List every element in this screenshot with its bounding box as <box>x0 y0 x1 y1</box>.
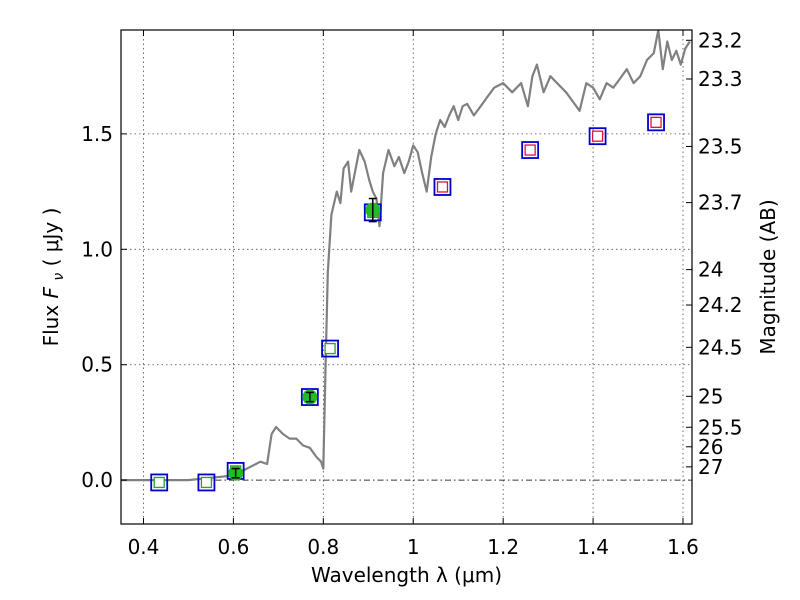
x-tick-label: 1.6 <box>667 535 699 559</box>
y-axis-label-suffix: ( μJy ) <box>39 208 63 267</box>
y-tick-label: 0.5 <box>81 353 113 377</box>
plot-frame <box>120 29 693 525</box>
y-tick-label: 1.5 <box>81 122 113 146</box>
spectrum-line <box>121 30 691 482</box>
magnitude-tick-label: 24.5 <box>698 335 743 359</box>
y-tick-label: 0.0 <box>81 468 113 492</box>
x-tick-label: 1.4 <box>577 535 609 559</box>
axes: 0.4 0.6 0.8 1 1.2 1.4 1.6 0.0 0.5 1.0 1.5 23.2 23.3 2… <box>81 28 742 559</box>
magnitude-tick-label: 24.2 <box>698 293 743 317</box>
x-axis-label: Wavelength λ (μm) <box>311 563 502 587</box>
x-tick-label: 0.4 <box>128 535 160 559</box>
magnitude-tick-label: 27 <box>698 455 723 479</box>
x-tick-label: 0.8 <box>307 535 339 559</box>
grid-lines <box>121 30 692 524</box>
plot-content <box>121 30 692 492</box>
magnitude-tick-label: 23.5 <box>698 134 743 158</box>
x-tick-label: 1 <box>407 535 420 559</box>
magnitude-tick-label: 25 <box>698 384 723 408</box>
magnitude-axis-label: Magnitude (AB) <box>756 199 780 354</box>
x-tick-label: 0.6 <box>217 535 249 559</box>
y-axis-label-subscript: ν <box>51 273 67 281</box>
y-tick-label: 1.0 <box>81 237 113 261</box>
model-photometry-inner-square <box>200 476 213 489</box>
x-tick-label: 1.2 <box>487 535 519 559</box>
model-photometry-outer-square <box>150 473 169 492</box>
magnitude-tick-label: 23.7 <box>698 191 743 215</box>
model-photometry-inner-square <box>324 342 336 355</box>
model-photometry-outer-square <box>433 178 452 196</box>
magnitude-tick-label: 24 <box>698 258 723 282</box>
model-photometry-outer-square <box>197 473 216 492</box>
model-photometry-outer-square <box>521 141 540 159</box>
magnitude-tick-label: 23.2 <box>698 28 743 52</box>
model-photometry-outer-square <box>588 127 607 146</box>
magnitude-tick-label: 26 <box>698 435 723 459</box>
y-axis-label-symbol: F <box>39 286 63 298</box>
model-photometry-inner-square <box>153 476 165 489</box>
model-photometry-inner-square <box>524 144 536 156</box>
model-photometry-inner-square <box>650 116 662 128</box>
model-photometry-outer-square <box>300 388 319 406</box>
y-axis-label: Flux F ν ( μJy ) <box>39 208 68 347</box>
model-photometry-outer-square <box>321 339 339 358</box>
model-photometry-inner-square <box>436 181 449 193</box>
model-photometry-inner-square <box>591 130 604 142</box>
y-axis-label-prefix: Flux <box>39 298 63 346</box>
model-photometry-outer-square <box>647 113 665 132</box>
magnitude-tick-label: 23.3 <box>698 67 743 91</box>
magnitude-tick-label: 25.5 <box>698 415 743 439</box>
